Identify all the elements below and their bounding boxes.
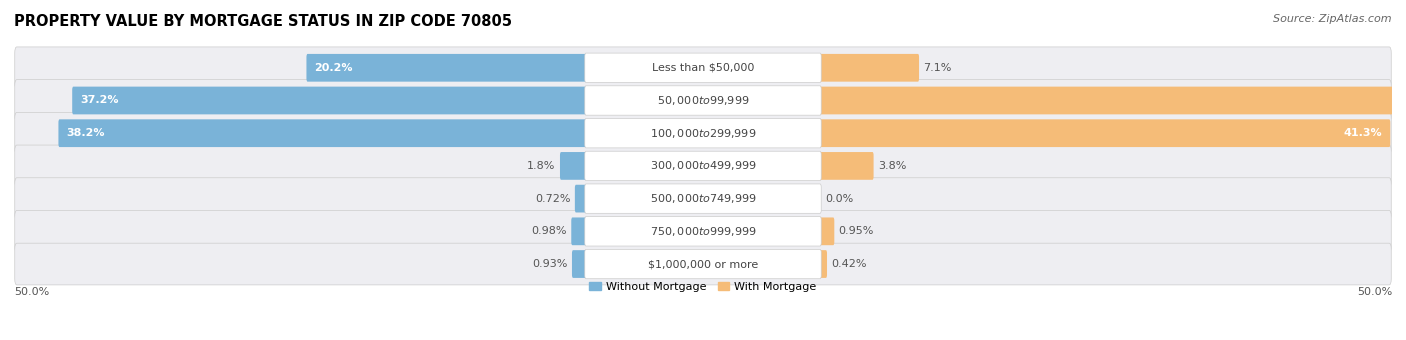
Text: 37.2%: 37.2% [80, 96, 118, 105]
FancyBboxPatch shape [820, 152, 873, 180]
FancyBboxPatch shape [560, 152, 586, 180]
Text: 50.0%: 50.0% [14, 287, 49, 297]
FancyBboxPatch shape [571, 218, 586, 245]
Text: Source: ZipAtlas.com: Source: ZipAtlas.com [1274, 14, 1392, 23]
FancyBboxPatch shape [585, 86, 821, 115]
Text: 3.8%: 3.8% [877, 161, 907, 171]
FancyBboxPatch shape [820, 250, 827, 278]
Text: 38.2%: 38.2% [66, 128, 105, 138]
Text: 0.95%: 0.95% [839, 226, 875, 236]
Text: 0.93%: 0.93% [533, 259, 568, 269]
FancyBboxPatch shape [14, 210, 1392, 252]
Text: 1.8%: 1.8% [527, 161, 555, 171]
FancyBboxPatch shape [572, 250, 586, 278]
Text: 0.72%: 0.72% [534, 193, 571, 204]
FancyBboxPatch shape [820, 218, 834, 245]
FancyBboxPatch shape [585, 249, 821, 279]
FancyBboxPatch shape [307, 54, 586, 82]
FancyBboxPatch shape [59, 119, 586, 147]
FancyBboxPatch shape [14, 47, 1392, 89]
FancyBboxPatch shape [14, 80, 1392, 121]
FancyBboxPatch shape [820, 119, 1391, 147]
Text: Less than $50,000: Less than $50,000 [652, 63, 754, 73]
FancyBboxPatch shape [14, 145, 1392, 187]
Text: $750,000 to $999,999: $750,000 to $999,999 [650, 225, 756, 238]
Text: 0.98%: 0.98% [531, 226, 567, 236]
Text: PROPERTY VALUE BY MORTGAGE STATUS IN ZIP CODE 70805: PROPERTY VALUE BY MORTGAGE STATUS IN ZIP… [14, 14, 512, 29]
FancyBboxPatch shape [585, 217, 821, 246]
Text: 7.1%: 7.1% [924, 63, 952, 73]
Text: 41.3%: 41.3% [1344, 128, 1382, 138]
Text: $1,000,000 or more: $1,000,000 or more [648, 259, 758, 269]
FancyBboxPatch shape [14, 112, 1392, 154]
Text: $500,000 to $749,999: $500,000 to $749,999 [650, 192, 756, 205]
Text: $50,000 to $99,999: $50,000 to $99,999 [657, 94, 749, 107]
FancyBboxPatch shape [585, 151, 821, 181]
Text: 20.2%: 20.2% [315, 63, 353, 73]
FancyBboxPatch shape [575, 185, 586, 212]
Text: 0.42%: 0.42% [831, 259, 868, 269]
FancyBboxPatch shape [585, 119, 821, 148]
Text: $300,000 to $499,999: $300,000 to $499,999 [650, 159, 756, 172]
Legend: Without Mortgage, With Mortgage: Without Mortgage, With Mortgage [585, 277, 821, 296]
FancyBboxPatch shape [820, 87, 1406, 114]
FancyBboxPatch shape [820, 54, 920, 82]
FancyBboxPatch shape [585, 53, 821, 83]
FancyBboxPatch shape [72, 87, 586, 114]
Text: 50.0%: 50.0% [1357, 287, 1392, 297]
Text: 0.0%: 0.0% [825, 193, 853, 204]
Text: $100,000 to $299,999: $100,000 to $299,999 [650, 127, 756, 140]
FancyBboxPatch shape [14, 178, 1392, 220]
FancyBboxPatch shape [14, 243, 1392, 285]
FancyBboxPatch shape [585, 184, 821, 213]
